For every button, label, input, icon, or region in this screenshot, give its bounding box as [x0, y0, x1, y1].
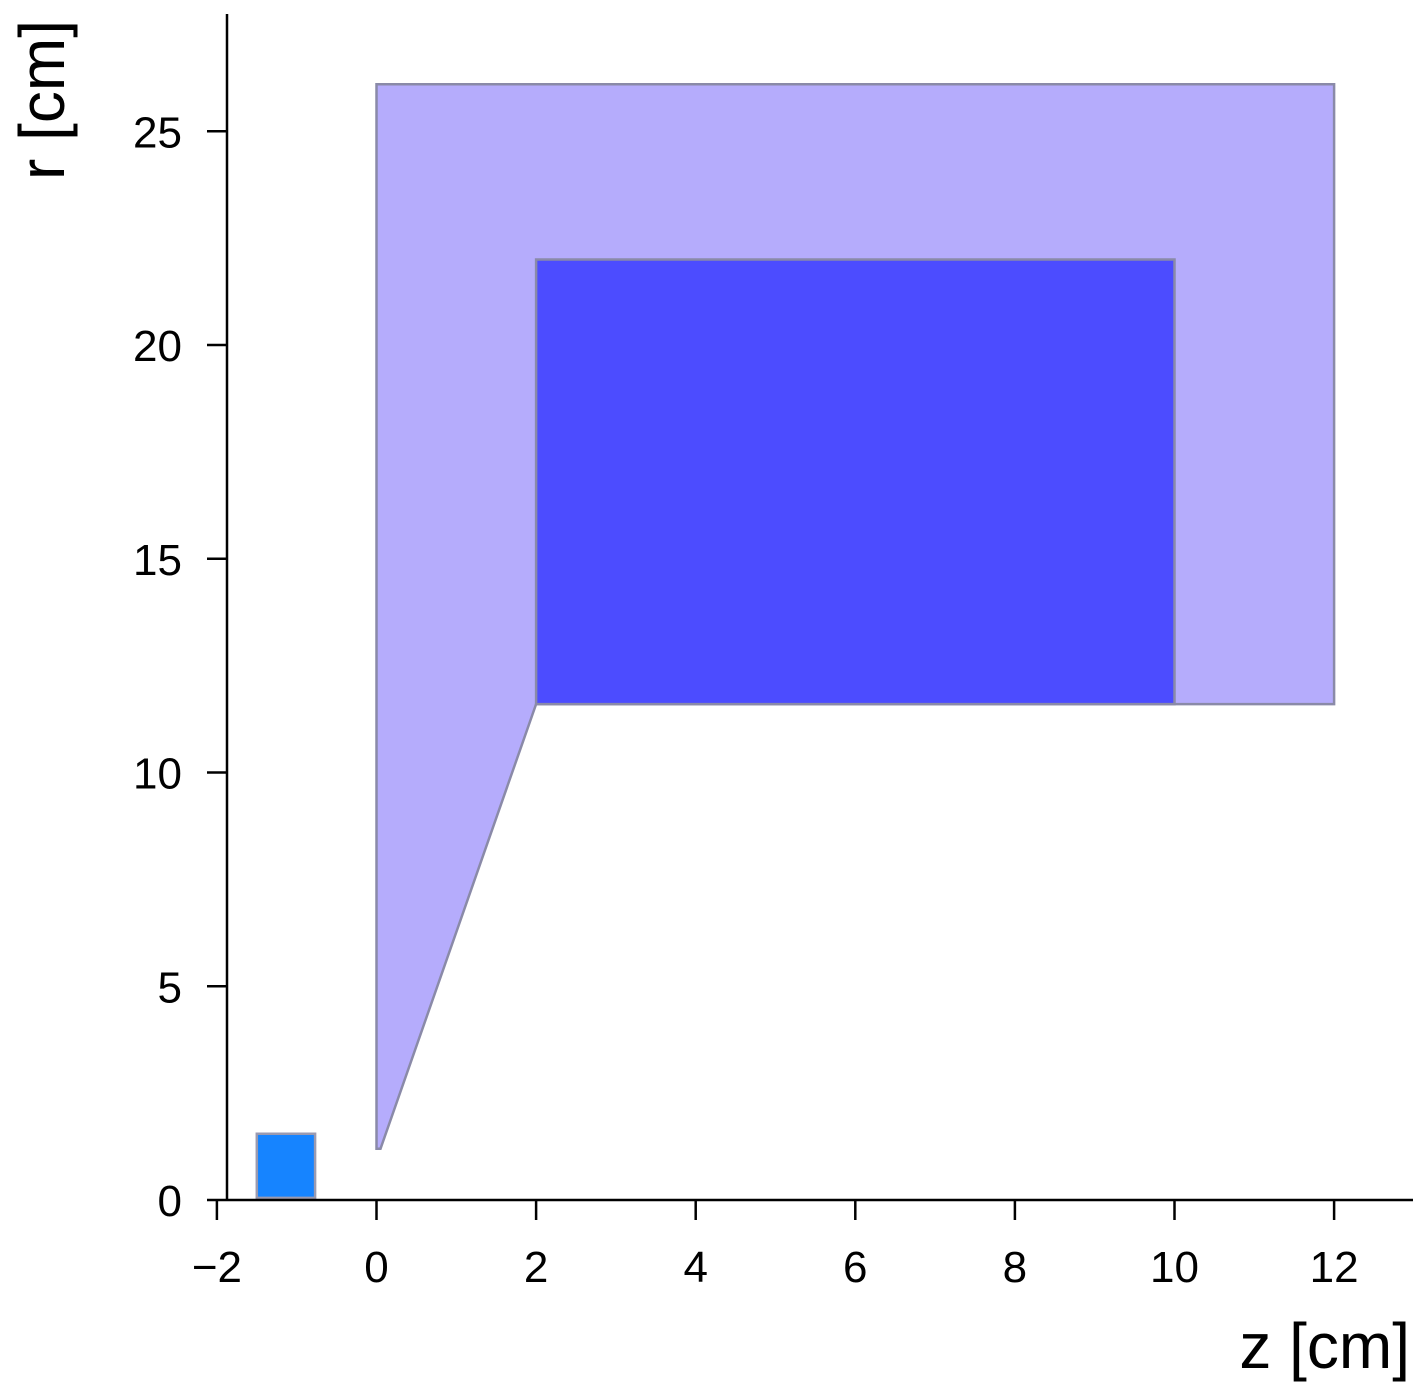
- x-tick-label: 12: [1310, 1243, 1359, 1292]
- y-tick-label: 10: [133, 750, 182, 799]
- x-tick-label: 4: [683, 1243, 707, 1292]
- x-tick-label: −2: [192, 1243, 242, 1292]
- x-tick-label: 2: [524, 1243, 548, 1292]
- y-tick-label: 25: [133, 108, 182, 157]
- x-tick-label: 0: [364, 1243, 388, 1292]
- y-tick-label: 20: [133, 322, 182, 371]
- y-tick-label: 15: [133, 536, 182, 585]
- x-axis-title: z [cm]: [1239, 1310, 1410, 1382]
- y-axis-title: r [cm]: [6, 20, 78, 180]
- x-tick-label: 10: [1150, 1243, 1199, 1292]
- y-tick-label: 0: [158, 1177, 182, 1226]
- shape-layer: [255, 82, 1336, 1200]
- small-square: [255, 1132, 317, 1200]
- inner-block: [534, 258, 1176, 706]
- x-tick-label: 6: [843, 1243, 867, 1292]
- y-tick-label: 5: [158, 963, 182, 1012]
- x-tick-label: 8: [1003, 1243, 1027, 1292]
